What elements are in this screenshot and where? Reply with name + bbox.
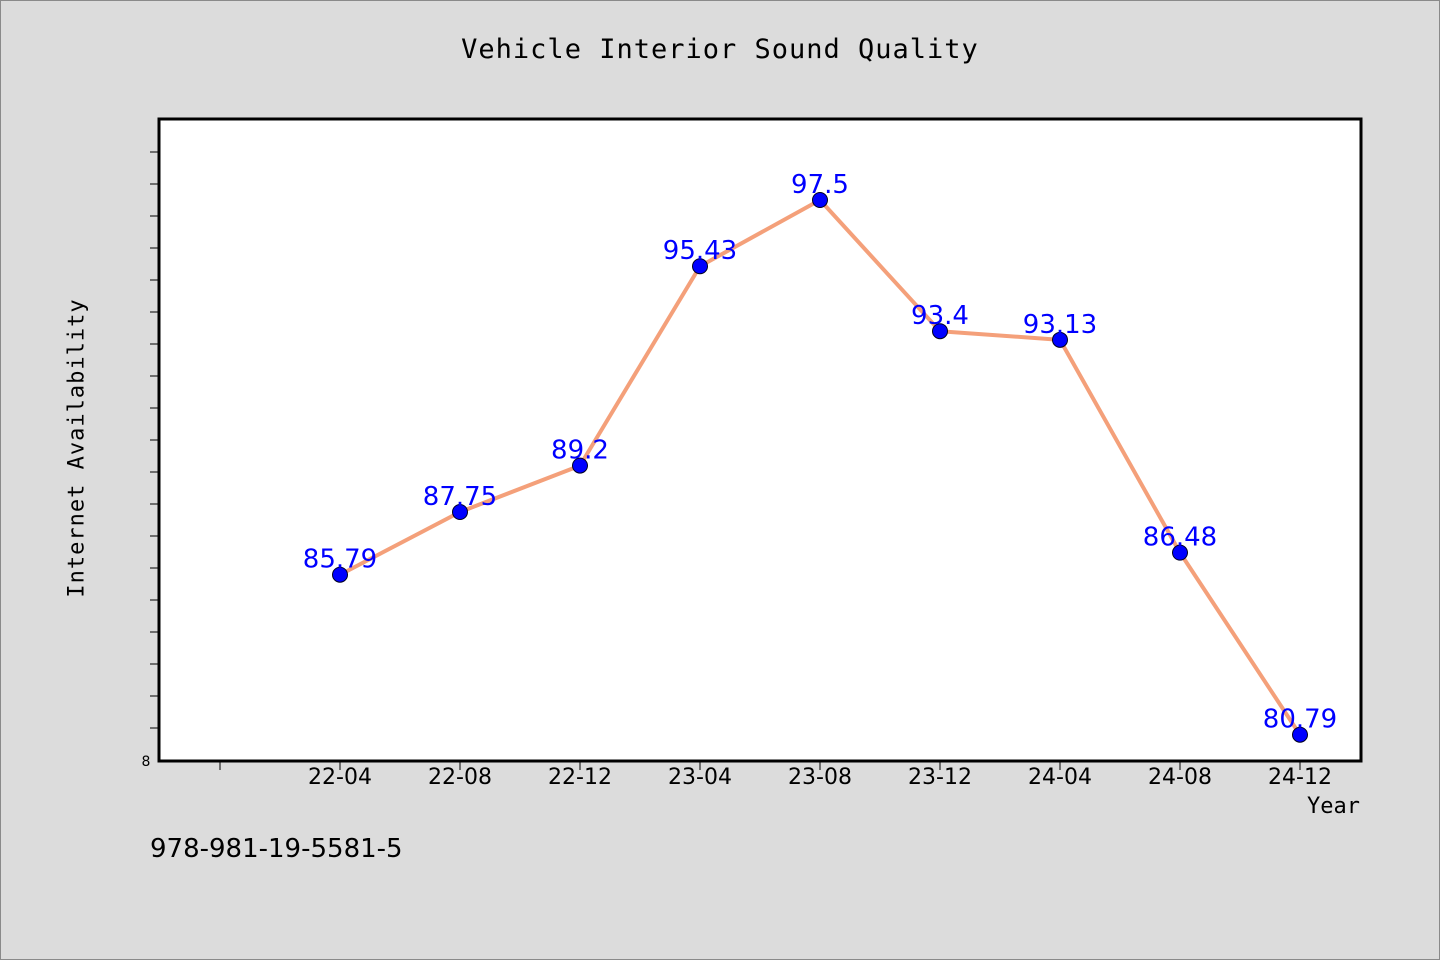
data-point: [332, 566, 348, 583]
x-tick-label: 22-12: [548, 765, 612, 790]
x-axis-label: Year: [1307, 794, 1360, 819]
y-axis-label: Internet Availability: [64, 298, 90, 598]
data-point: [1292, 726, 1308, 743]
data-label: 89.2: [551, 436, 609, 466]
x-tick-label: 24-08: [1148, 765, 1212, 790]
data-label: 87.75: [423, 482, 497, 512]
data-point: [572, 457, 588, 474]
data-point: [812, 192, 828, 208]
data-label: 93.4: [911, 301, 969, 331]
footer-code: 978-981-19-5581-5: [150, 834, 403, 864]
data-label: 80.79: [1263, 705, 1337, 735]
x-axis-ticks: 22-04 22-08 22-12 23-04 23-08 23-12 24-04 24-08…: [219, 760, 1332, 790]
data-point: [932, 323, 948, 340]
y-tick-label-min: 8: [142, 754, 151, 770]
x-tick-label: 23-12: [908, 765, 972, 790]
data-point: [1052, 331, 1068, 348]
chart-title: Vehicle Interior Sound Quality: [461, 34, 979, 65]
data-label: 93.13: [1023, 310, 1097, 340]
x-tick-label: 23-04: [668, 765, 732, 790]
data-label: 97.5: [791, 170, 849, 200]
data-point: [452, 504, 468, 520]
x-tick-label: 22-08: [428, 765, 492, 790]
x-tick-label: 24-04: [1028, 765, 1092, 790]
y-axis-ticks: [150, 151, 160, 729]
x-tick-label: 22-04: [308, 765, 372, 790]
data-label-layer: 85.79 87.75 89.2 95.43 97.5 93.4 93.13 86.48 80.…: [303, 170, 1337, 735]
data-point: [1172, 544, 1188, 561]
data-label: 85.79: [303, 545, 377, 575]
data-label: 95.43: [663, 236, 737, 266]
x-tick-label: 24-12: [1268, 765, 1332, 790]
data-label: 86.48: [1143, 523, 1217, 553]
plot-area: [157, 117, 1363, 763]
data-point-layer: [332, 192, 1308, 743]
x-tick-label: 23-08: [788, 765, 852, 790]
data-point: [692, 258, 708, 275]
